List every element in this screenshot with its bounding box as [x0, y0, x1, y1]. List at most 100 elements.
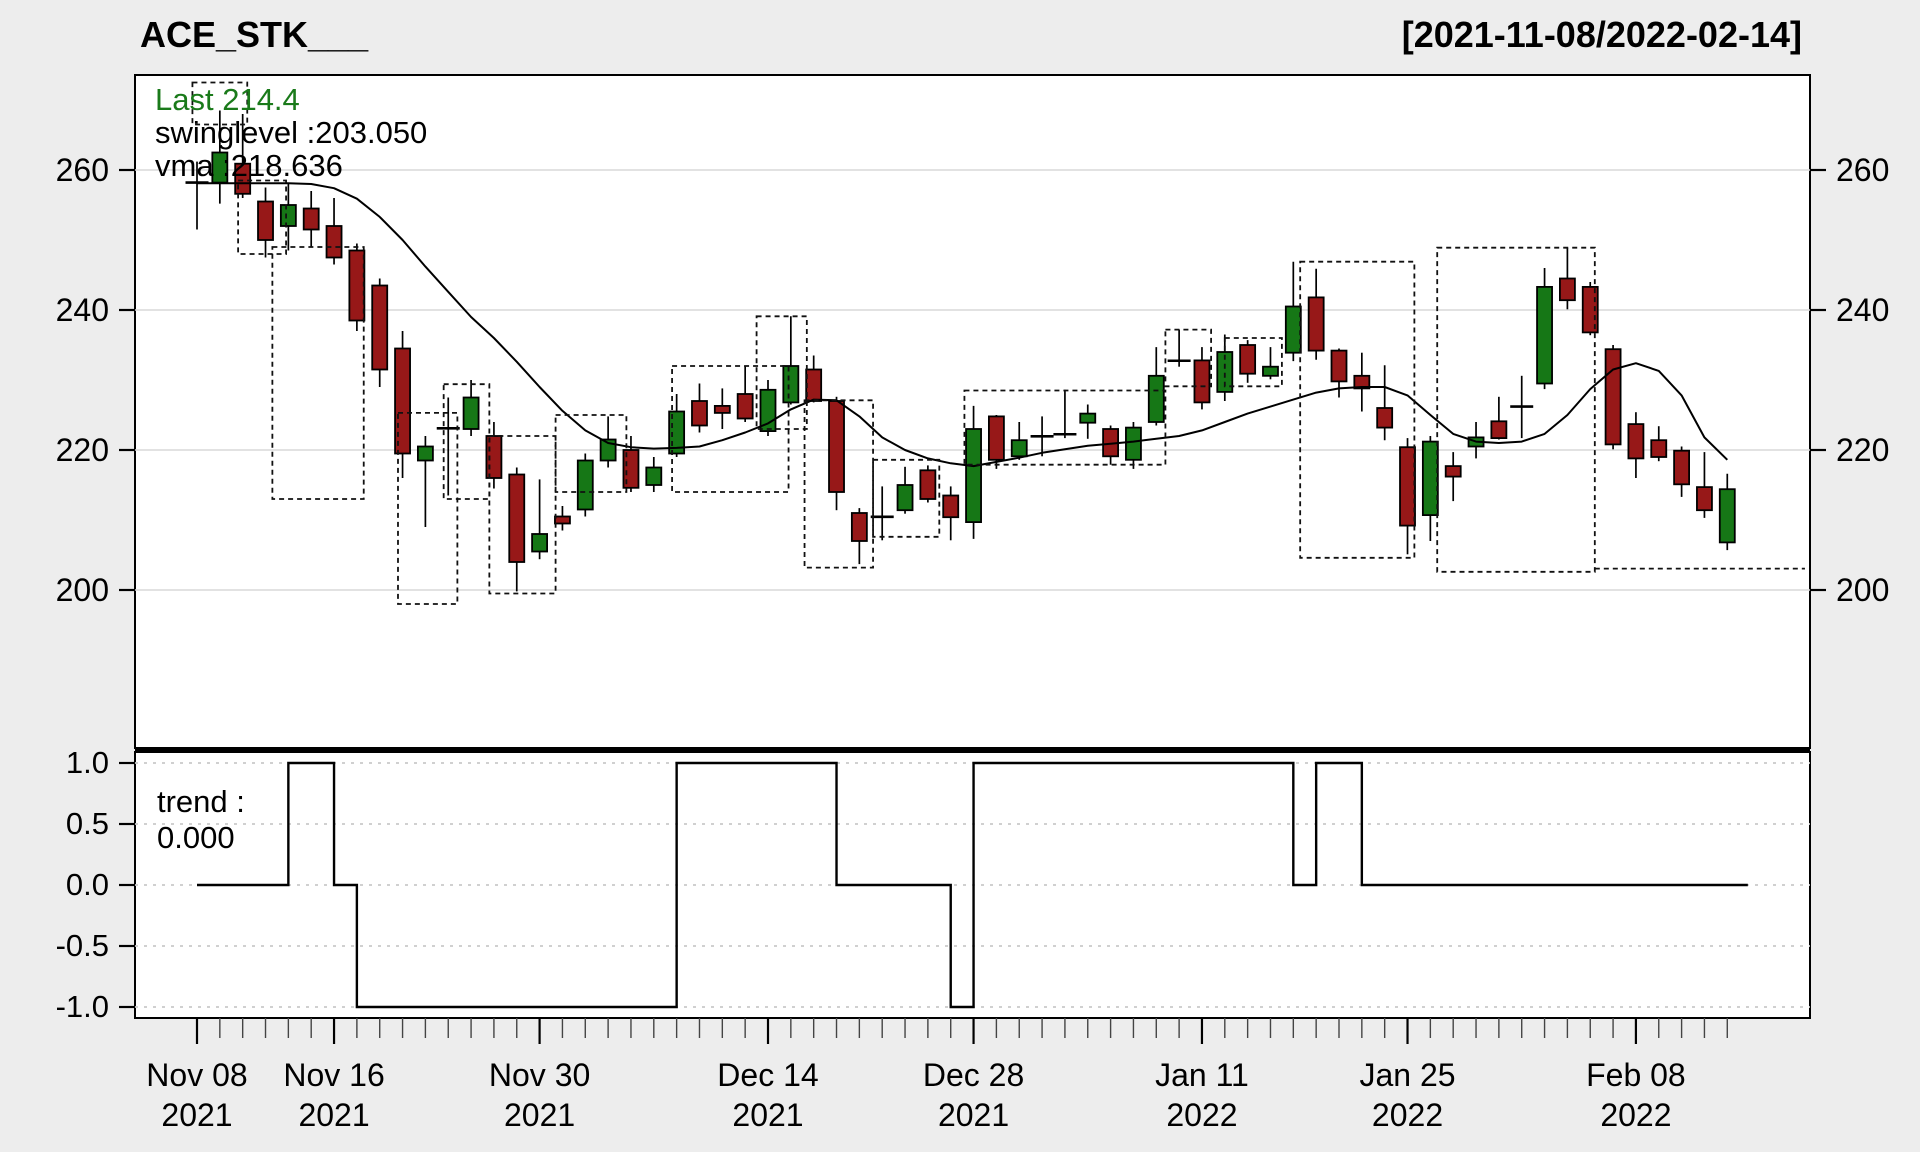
candle — [1399, 438, 1416, 555]
candle — [576, 453, 594, 517]
swing-box — [237, 179, 287, 255]
x-tick-label: 2021 — [298, 1097, 369, 1133]
candle-body — [371, 284, 389, 371]
candle — [1262, 347, 1279, 380]
candle-body — [896, 484, 914, 512]
y-tick-label: 200 — [1836, 572, 1889, 608]
candle — [462, 380, 480, 436]
candle-body — [1330, 349, 1348, 383]
candle — [436, 397, 460, 496]
x-tick-label: 2021 — [161, 1097, 232, 1133]
candle — [279, 184, 297, 251]
trend-tick-label: 1.0 — [66, 745, 109, 780]
candle — [531, 479, 548, 560]
x-tick-label: 2021 — [938, 1097, 1009, 1133]
trend-axis-left: 1.0 0.5 0.0 -0.5 -1.0 — [56, 745, 135, 1024]
candle-body — [554, 515, 571, 525]
x-tick-label: 2022 — [1372, 1097, 1443, 1133]
candle-body — [1444, 465, 1462, 478]
candle-body — [782, 365, 800, 404]
candle-body — [1193, 359, 1211, 404]
swing-boxes — [191, 81, 1805, 605]
y-tick-label: 220 — [56, 432, 109, 468]
candle — [325, 198, 343, 265]
x-tick-label: Dec 14 — [717, 1057, 818, 1093]
candle-body — [1239, 344, 1257, 375]
candle-body — [1627, 423, 1645, 460]
x-tick-label: Dec 28 — [923, 1057, 1024, 1093]
candle — [896, 466, 914, 514]
x-tick-label: Feb 08 — [1586, 1057, 1686, 1093]
candle — [371, 278, 389, 387]
vma-line — [197, 182, 1728, 468]
candle — [870, 486, 894, 541]
y-tick-label: 240 — [1836, 292, 1889, 328]
candle-body — [1559, 277, 1576, 302]
y-tick-label: 240 — [56, 292, 109, 328]
chart-title: ACE_STK___ — [140, 14, 369, 55]
candle — [554, 506, 571, 531]
candle-body — [279, 204, 297, 227]
candle — [828, 396, 845, 511]
candle — [850, 508, 868, 565]
candle-body — [348, 249, 366, 322]
candle — [1536, 268, 1553, 390]
trend-tick-label: -0.5 — [56, 928, 109, 963]
candle — [782, 316, 800, 405]
swing-box — [872, 458, 941, 538]
candle — [1490, 396, 1508, 440]
candle-body — [1650, 439, 1668, 458]
candle — [1673, 446, 1690, 497]
swing-box — [191, 81, 249, 126]
candle — [416, 436, 434, 527]
candle-body — [416, 445, 434, 462]
candle — [1307, 268, 1325, 360]
candle — [1147, 347, 1165, 426]
candle-body — [919, 469, 937, 500]
trend-tick-label: 0.5 — [66, 806, 109, 841]
candle — [988, 415, 1005, 469]
swing-box — [554, 414, 628, 493]
swing-box — [1299, 260, 1416, 559]
candle-body — [325, 225, 343, 259]
candle — [1718, 473, 1736, 551]
candle — [736, 366, 754, 422]
candle — [1010, 422, 1028, 460]
candle — [1650, 426, 1668, 462]
y-tick-label: 200 — [56, 572, 109, 608]
candle-body — [508, 473, 526, 563]
candle-body — [394, 347, 411, 455]
candle-body — [1536, 285, 1553, 385]
candle — [1696, 452, 1713, 518]
trend-label: trend : — [157, 784, 245, 819]
candle-body — [1353, 374, 1371, 390]
candle — [965, 405, 982, 539]
trend-value-label: 0.000 — [157, 820, 235, 855]
candle — [1510, 375, 1534, 439]
candle-body — [1284, 305, 1302, 354]
candle — [1239, 340, 1257, 383]
date-range-label: [2021-11-08/2022-02-14] — [1401, 14, 1802, 55]
x-tick-label: Nov 16 — [283, 1057, 384, 1093]
swing-box — [963, 389, 1167, 466]
candle — [508, 467, 526, 592]
candle-body — [1262, 365, 1279, 377]
x-tick-label: 2021 — [504, 1097, 575, 1133]
candle-body — [713, 404, 731, 414]
price-axis-right: 260 240 220 200 — [1810, 152, 1889, 608]
swing-box — [803, 399, 874, 569]
x-axis: Nov 08 2021 Nov 16 2021 Nov 30 2021 Dec 14 2021… — [146, 1018, 1728, 1133]
candle-body — [736, 393, 754, 420]
candle-body — [1490, 420, 1508, 439]
candle — [1559, 247, 1576, 310]
candle — [713, 388, 731, 429]
candles — [185, 110, 1736, 592]
trend-tick-label: -1.0 — [56, 989, 109, 1024]
candle-body — [1376, 407, 1394, 429]
candle-body — [1010, 439, 1028, 458]
trend-tick-label: 0.0 — [66, 867, 109, 902]
candle — [919, 465, 937, 503]
candle-body — [691, 400, 708, 427]
candle-body — [576, 459, 594, 511]
